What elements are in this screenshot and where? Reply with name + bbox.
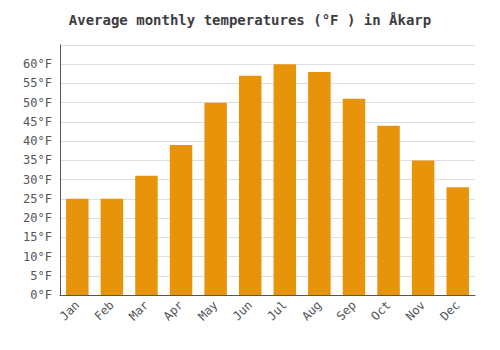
svg-text:5°F: 5°F (30, 269, 52, 283)
svg-text:20°F: 20°F (23, 211, 52, 225)
svg-text:May: May (195, 298, 220, 323)
svg-text:0°F: 0°F (30, 288, 52, 302)
svg-text:Apr: Apr (161, 298, 186, 323)
svg-text:Sep: Sep (334, 298, 359, 323)
svg-text:30°F: 30°F (23, 173, 52, 187)
svg-text:60°F: 60°F (23, 57, 52, 71)
svg-text:Mar: Mar (126, 298, 151, 323)
svg-text:45°F: 45°F (23, 115, 52, 129)
svg-text:10°F: 10°F (23, 250, 52, 264)
svg-text:Jan: Jan (57, 298, 82, 323)
svg-text:25°F: 25°F (23, 192, 52, 206)
svg-text:Average monthly temperatures (: Average monthly temperatures (°F ) in Åk… (69, 12, 431, 28)
svg-text:Jul: Jul (265, 298, 290, 323)
svg-text:Oct: Oct (368, 298, 393, 323)
svg-text:50°F: 50°F (23, 96, 52, 110)
svg-text:Aug: Aug (299, 298, 324, 323)
svg-text:55°F: 55°F (23, 76, 52, 90)
svg-text:Nov: Nov (403, 298, 428, 323)
svg-text:40°F: 40°F (23, 134, 52, 148)
svg-text:Feb: Feb (92, 298, 117, 323)
svg-text:35°F: 35°F (23, 153, 52, 167)
svg-text:Dec: Dec (437, 298, 462, 323)
svg-text:Jun: Jun (230, 298, 255, 323)
svg-text:15°F: 15°F (23, 230, 52, 244)
